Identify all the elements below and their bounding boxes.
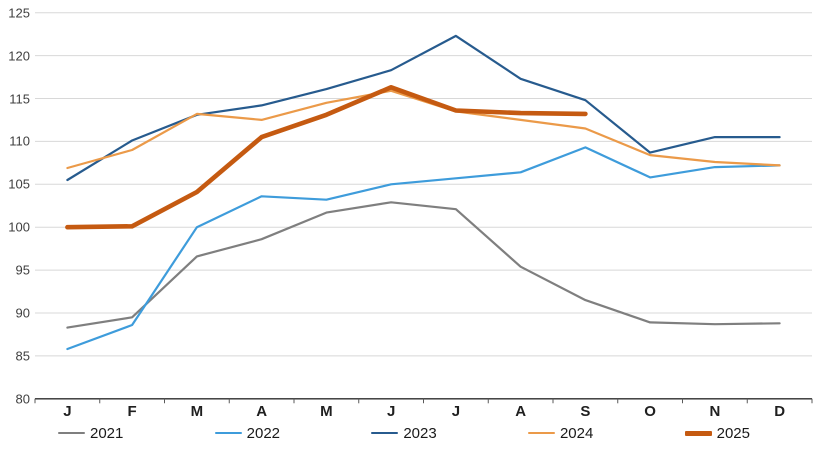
x-axis-label-7-A: A: [515, 403, 527, 420]
series-line-2021: [66, 201, 781, 329]
legend-swatch-2022: [214, 431, 242, 435]
y-axis-label-90: 90: [15, 305, 30, 321]
y-axis-label-105: 105: [8, 176, 30, 192]
legend-label-2022: 2022: [246, 424, 281, 442]
y-axis-label-85: 85: [15, 348, 30, 364]
x-axis-label-8-S: S: [580, 403, 591, 420]
legend-item-2024: 2024: [527, 424, 594, 442]
y-axis-label-125: 125: [8, 5, 30, 21]
x-axis-label-9-O: O: [644, 403, 656, 420]
y-axis-label-115: 115: [9, 91, 30, 106]
x-axis-label-6-J: J: [451, 403, 461, 420]
y-axis-label-80: 80: [15, 391, 30, 407]
y-axis-label-95: 95: [15, 262, 30, 278]
legend-swatch-2023: [371, 431, 399, 435]
x-axis-label-2-M: M: [190, 403, 204, 420]
x-axis-label-11-D: D: [774, 403, 786, 420]
y-axis-label-100: 100: [8, 219, 30, 235]
series-line-2025: [65, 85, 588, 230]
legend-swatch-2021: [58, 431, 85, 435]
x-axis-label-4-M: M: [320, 403, 333, 420]
x-axis-label-10-N: N: [709, 403, 721, 420]
x-axis-label-3-A: A: [256, 403, 268, 420]
x-axis-label-5-J: J: [386, 403, 396, 420]
legend-item-2023: 2023: [371, 424, 437, 442]
legend-swatch-2025: [684, 430, 712, 436]
chart-legend: 2021 2022 2023 2024 2025: [58, 421, 750, 445]
legend-label-2024: 2024: [559, 424, 594, 442]
legend-label-2021: 2021: [90, 424, 124, 442]
x-axis-label-1-F: F: [127, 403, 137, 420]
x-axis-label-0-J: J: [63, 403, 72, 420]
legend-label-2025: 2025: [716, 424, 750, 442]
y-axis-label-120: 120: [8, 48, 30, 64]
legend-item-2025: 2025: [684, 424, 750, 442]
legend-item-2021: 2021: [58, 425, 123, 442]
legend-item-2022: 2022: [214, 424, 281, 442]
series-line-2022: [66, 146, 781, 351]
y-axis-label-110: 110: [9, 133, 30, 149]
legend-label-2023: 2023: [403, 424, 437, 442]
legend-swatch-2024: [527, 431, 555, 435]
series-line-2024: [66, 89, 781, 170]
